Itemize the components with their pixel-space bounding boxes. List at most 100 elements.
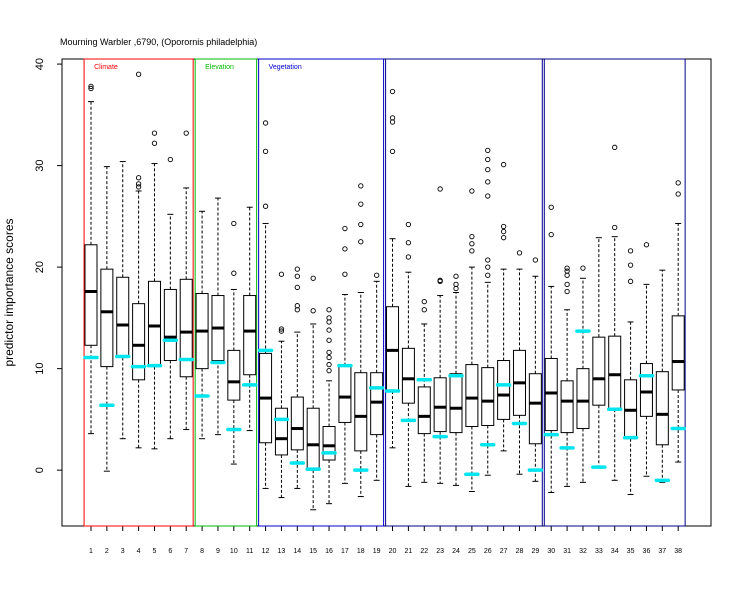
- group-box: [258, 58, 385, 527]
- box-7: [178, 130, 194, 431]
- outlier-point: [326, 327, 332, 333]
- box-17: [337, 225, 353, 484]
- iqr-box: [560, 380, 574, 434]
- outlier-point: [485, 193, 491, 199]
- iqr-box: [465, 364, 479, 428]
- outlier-point: [612, 144, 618, 150]
- outlier-point: [564, 281, 570, 288]
- iqr-box: [132, 303, 146, 381]
- iqr-box: [671, 315, 685, 391]
- iqr-box: [608, 335, 622, 410]
- y-tick-label: 40: [34, 58, 46, 70]
- iqr-box: [227, 349, 241, 401]
- outlier-point: [675, 180, 681, 186]
- outlier-point: [405, 240, 412, 246]
- x-tick-label: 36: [643, 548, 651, 555]
- outlier-point: [151, 130, 158, 136]
- outlier-point: [310, 308, 316, 314]
- iqr-box: [639, 363, 653, 417]
- outlier-point: [342, 271, 348, 277]
- iqr-box: [417, 386, 431, 435]
- box-15: [305, 275, 321, 511]
- box-29: [527, 257, 544, 482]
- iqr-box: [147, 280, 161, 368]
- outlier-point: [437, 186, 443, 192]
- group-label: Climate: [94, 64, 118, 71]
- outlier-point: [453, 281, 459, 288]
- iqr-box: [370, 372, 384, 436]
- x-tick-label: 12: [262, 548, 270, 555]
- outlier-point: [231, 270, 237, 276]
- x-tick-label: 23: [436, 548, 444, 555]
- outlier-point: [183, 130, 189, 136]
- box-13: [273, 271, 290, 499]
- outlier-point: [135, 175, 142, 181]
- group-label: Elevation: [205, 64, 234, 71]
- outlier-point: [151, 140, 158, 146]
- outlier-point: [405, 221, 412, 228]
- outlier-point: [405, 254, 412, 260]
- iqr-box: [354, 372, 368, 452]
- iqr-box: [163, 288, 177, 362]
- outlier-point: [294, 273, 300, 279]
- group-box: [83, 58, 194, 527]
- x-tick-label: 32: [579, 548, 587, 555]
- x-tick-label: 35: [627, 548, 635, 555]
- outlier-point: [643, 242, 650, 248]
- outlier-point: [469, 234, 475, 240]
- x-tick-label: 15: [309, 548, 317, 555]
- box-32: [575, 265, 591, 483]
- outlier-point: [485, 257, 491, 263]
- y-tick-label: 20: [34, 261, 46, 273]
- group-label: Vegetation: [269, 64, 302, 71]
- box-19: [368, 272, 385, 481]
- box-38: [670, 180, 686, 463]
- box-28: [511, 250, 528, 475]
- box-36: [638, 242, 655, 477]
- box-8: [194, 210, 210, 440]
- x-tick-label: 3: [121, 548, 125, 555]
- outlier-point: [627, 248, 634, 254]
- box-5: [146, 130, 163, 450]
- x-tick-label: 14: [293, 548, 301, 555]
- box-1: [83, 83, 99, 435]
- box-31: [559, 265, 575, 487]
- outlier-point: [326, 361, 332, 368]
- outlier-point: [262, 203, 269, 209]
- outlier-point: [532, 257, 539, 263]
- x-tick-label: 38: [674, 548, 682, 555]
- outlier-point: [88, 83, 94, 90]
- outlier-point: [500, 235, 507, 241]
- iqr-box: [322, 426, 336, 461]
- x-tick-label: 28: [516, 548, 524, 555]
- box-11: [241, 206, 258, 432]
- box-18: [353, 183, 369, 498]
- iqr-box: [338, 365, 352, 423]
- outlier-point: [135, 71, 142, 77]
- x-tick-label: 25: [468, 548, 476, 555]
- iqr-box: [243, 295, 257, 376]
- outlier-point: [326, 349, 332, 356]
- outlier-point: [262, 148, 269, 155]
- group-box: [385, 58, 543, 527]
- outlier-point: [437, 277, 443, 283]
- outlier-point: [294, 303, 300, 309]
- x-tick-label: 20: [389, 548, 397, 555]
- box-33: [591, 237, 607, 469]
- box-21: [400, 221, 417, 487]
- box-24: [448, 273, 464, 486]
- x-tick-label: 31: [563, 548, 571, 555]
- x-tick-label: 2: [105, 548, 109, 555]
- outlier-point: [88, 85, 94, 92]
- outlier-point: [326, 337, 332, 343]
- box-4: [130, 71, 147, 449]
- iqr-box: [84, 244, 98, 346]
- iqr-box: [544, 357, 558, 432]
- box-30: [543, 204, 559, 493]
- box-34: [606, 144, 623, 481]
- x-tick-label: 11: [246, 548, 253, 555]
- outlier-point: [580, 265, 586, 271]
- box-23: [432, 186, 448, 484]
- outlier-point: [167, 156, 174, 163]
